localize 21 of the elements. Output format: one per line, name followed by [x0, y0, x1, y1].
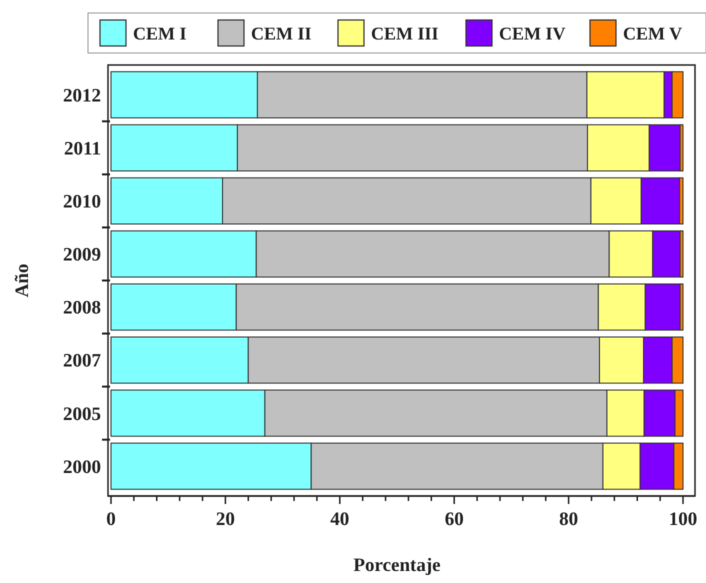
- legend-label: CEM V: [623, 23, 682, 44]
- y-tick-label: 2000: [63, 456, 101, 478]
- x-tick-label: 100: [668, 509, 698, 530]
- x-axis-title: Porcentaje: [353, 555, 441, 576]
- legend-label: CEM III: [371, 23, 439, 44]
- x-tick-label: 40: [330, 509, 350, 530]
- legend-label: CEM IV: [499, 23, 566, 44]
- legend-label: CEM II: [251, 23, 312, 44]
- x-tick-label: 60: [444, 509, 464, 530]
- y-tick-label: 2012: [63, 85, 101, 106]
- y-tick-label: 2010: [63, 192, 101, 213]
- y-tick-label: 2005: [63, 404, 101, 425]
- x-tick-label: 0: [106, 509, 116, 530]
- x-tick-label: 20: [216, 509, 235, 530]
- y-axis-title: Año: [12, 264, 33, 298]
- legend-label: CEM I: [133, 23, 186, 44]
- y-tick-label: 2008: [63, 298, 101, 319]
- y-tick-label: 2011: [64, 138, 101, 160]
- y-tick-label: 2007: [63, 350, 102, 372]
- x-tick-label: 80: [559, 509, 578, 530]
- y-tick-label: 2009: [63, 244, 101, 266]
